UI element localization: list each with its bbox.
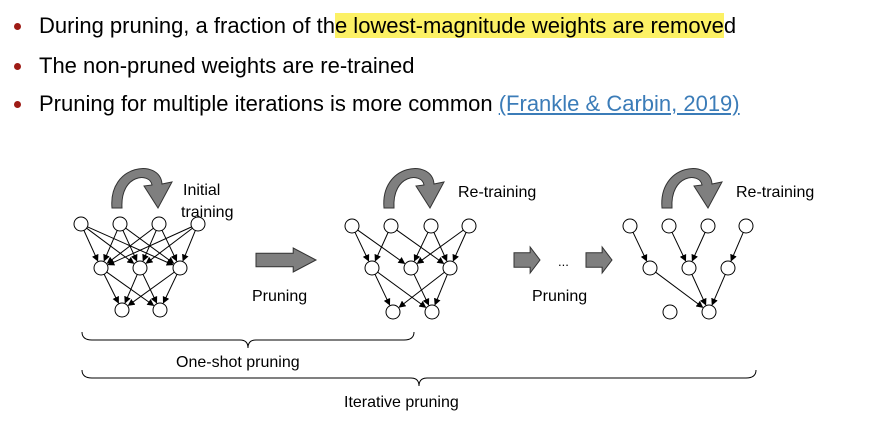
- neuron-node: [364, 260, 380, 276]
- neuron-node: [190, 216, 206, 232]
- neuron-node: [132, 260, 148, 276]
- neuron-node: [114, 302, 130, 318]
- neuron-node: [720, 260, 736, 276]
- network-edge: [142, 274, 158, 304]
- network-edge: [182, 230, 196, 262]
- pruning-step-arrow: [513, 245, 541, 275]
- curly-brace: [81, 331, 415, 349]
- bullet-item-1: During pruning, a fraction of the lowest…: [14, 8, 736, 44]
- curly-brace: [81, 369, 757, 387]
- iterative-label: Iterative pruning: [344, 394, 459, 411]
- neuron-node: [442, 260, 458, 276]
- bullet-item-2: The non-pruned weights are re-trained: [14, 48, 414, 84]
- bullet-marker: [14, 22, 21, 30]
- retraining-label-1: Re-training: [458, 184, 537, 201]
- training-loop-arrow: [111, 168, 173, 209]
- network-edge: [374, 274, 391, 306]
- pruning-step-arrow: [585, 245, 613, 275]
- neuron-node: [73, 216, 89, 232]
- bullet-text-part: During pruning, a fraction of th: [39, 13, 335, 38]
- bullet-marker: [14, 100, 21, 108]
- one-shot-label: One-shot pruning: [176, 354, 300, 371]
- network-edge: [398, 271, 445, 308]
- neuron-node: [423, 218, 439, 234]
- bullet-text: During pruning, a fraction of the lowest…: [39, 13, 736, 39]
- network-edge: [711, 274, 726, 306]
- pruning-diagram: Initial training Re-training Re-training…: [0, 150, 889, 420]
- neuron-node: [642, 260, 658, 276]
- neuron-node: [461, 218, 477, 234]
- network-edge: [354, 232, 370, 262]
- neuron-node: [700, 218, 716, 234]
- network-edge: [377, 271, 427, 308]
- neuron-node: [172, 260, 188, 276]
- neuron-node: [383, 218, 399, 234]
- training-loop-arrow: [383, 168, 445, 209]
- neuron-node: [424, 304, 440, 320]
- neuron-node: [403, 260, 419, 276]
- network-edge: [452, 232, 467, 262]
- citation-link[interactable]: (Frankle & Carbin, 2019): [498, 91, 740, 116]
- neuron-node: [661, 218, 677, 234]
- network-edge: [434, 274, 448, 306]
- network-edges: [83, 226, 744, 308]
- retraining-label-2: Re-training: [736, 184, 815, 201]
- network-edge: [127, 271, 175, 306]
- bullet-text-part: Pruning for multiple iterations is more …: [39, 91, 499, 116]
- network-edge: [106, 227, 154, 264]
- network-edge: [124, 274, 138, 304]
- network-edge: [107, 226, 192, 266]
- bullet-marker: [14, 62, 21, 70]
- initial-label: Initial: [183, 182, 221, 199]
- neuron-node: [662, 304, 678, 320]
- pruning-step-arrow: [255, 247, 318, 273]
- network-edge: [162, 274, 178, 304]
- bullet-text: The non-pruned weights are re-trained: [39, 53, 415, 78]
- network-edge: [396, 229, 445, 264]
- network-edge: [655, 271, 704, 308]
- neuron-node: [622, 218, 638, 234]
- network-edge: [374, 232, 389, 262]
- highlighted-text: e lowest-magnitude weights are remove: [334, 13, 724, 38]
- network-edge: [106, 271, 155, 306]
- neuron-node: [701, 304, 717, 320]
- neuron-node: [93, 260, 109, 276]
- pruning-label-1: Pruning: [252, 288, 308, 305]
- neuron-node: [112, 216, 128, 232]
- neuron-node: [344, 218, 360, 234]
- bullet-text-part: d: [723, 13, 737, 38]
- bullet-text: Pruning for multiple iterations is more …: [39, 91, 740, 117]
- network-edge: [103, 230, 118, 262]
- network-edge: [416, 229, 464, 264]
- braces: [81, 331, 757, 387]
- pruning-label-2: Pruning: [532, 288, 588, 305]
- network-edge: [83, 230, 99, 262]
- network-edge: [671, 232, 687, 262]
- network-edge: [145, 227, 193, 264]
- network-edge: [103, 274, 119, 304]
- diagram-canvas: [73, 168, 757, 387]
- block-arrows: [111, 168, 723, 275]
- training-label: training: [181, 204, 234, 221]
- network-edge: [691, 274, 707, 306]
- neuron-node: [152, 302, 168, 318]
- training-loop-arrow: [661, 168, 723, 209]
- neuron-node: [151, 216, 167, 232]
- neuron-node: [738, 218, 754, 234]
- network-edge: [691, 232, 706, 262]
- ellipsis-label: ...: [558, 254, 569, 269]
- network-edge: [730, 232, 744, 262]
- neuron-node: [681, 260, 697, 276]
- network-nodes: [73, 216, 754, 320]
- network-edge: [632, 232, 648, 262]
- neuron-node: [385, 304, 401, 320]
- network-edge: [413, 232, 429, 262]
- bullet-item-3: Pruning for multiple iterations is more …: [14, 86, 740, 122]
